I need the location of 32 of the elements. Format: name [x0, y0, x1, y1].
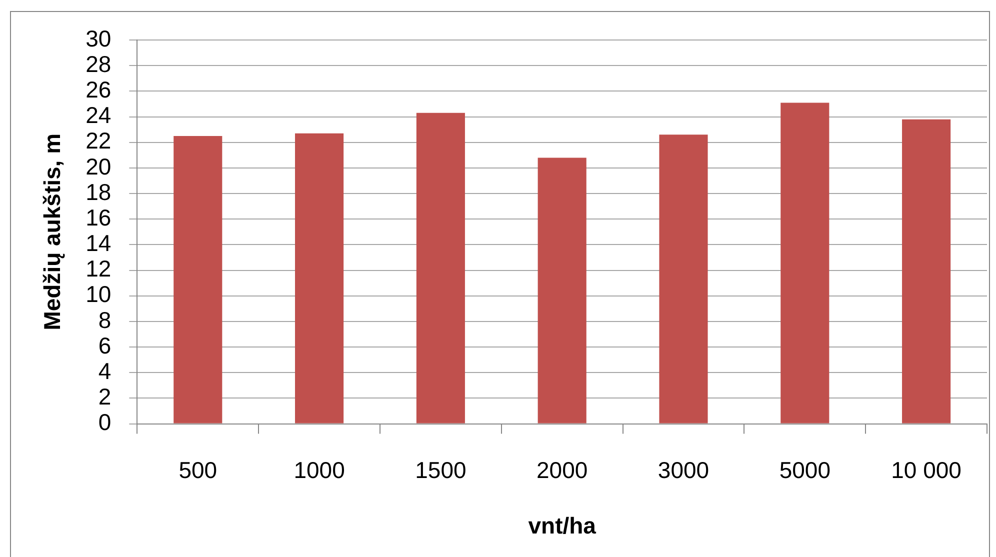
x-tick-label: 1500: [415, 456, 466, 483]
y-tick-label: 18: [86, 178, 112, 205]
x-axis-title: vnt/ha: [528, 512, 596, 539]
x-tick-label: 5000: [779, 456, 830, 483]
bar: [295, 133, 344, 424]
bar: [902, 119, 951, 424]
x-tick-label: 10 000: [891, 456, 962, 483]
y-tick-label: 16: [86, 204, 112, 230]
x-tick-label: 3000: [658, 456, 710, 483]
y-tick-label: 14: [86, 230, 112, 256]
y-tick-label: 12: [86, 256, 112, 282]
y-tick-label: 2: [98, 384, 112, 410]
y-tick-label: 0: [98, 409, 112, 436]
bar: [659, 134, 708, 424]
y-tick-label: 20: [86, 153, 112, 180]
y-tick-label: 8: [98, 306, 112, 333]
y-tick-label: 10: [86, 281, 112, 308]
y-tick-label: 6: [98, 332, 112, 358]
bar: [538, 158, 586, 424]
bar: [416, 112, 465, 424]
bar: [174, 136, 222, 424]
y-tick-label: 28: [86, 50, 112, 77]
y-tick-label: 4: [98, 358, 112, 384]
bar: [780, 102, 830, 424]
x-tick-label: 500: [178, 456, 218, 483]
y-tick-label: 26: [86, 76, 112, 103]
x-tick-label: 2000: [536, 456, 588, 483]
y-tick-label: 22: [86, 128, 112, 154]
x-tick-label: 1000: [294, 456, 345, 483]
y-axis-title: Medžių aukštis, m: [39, 133, 66, 330]
y-tick-label: 24: [86, 102, 112, 128]
y-tick-label: 30: [86, 25, 112, 52]
